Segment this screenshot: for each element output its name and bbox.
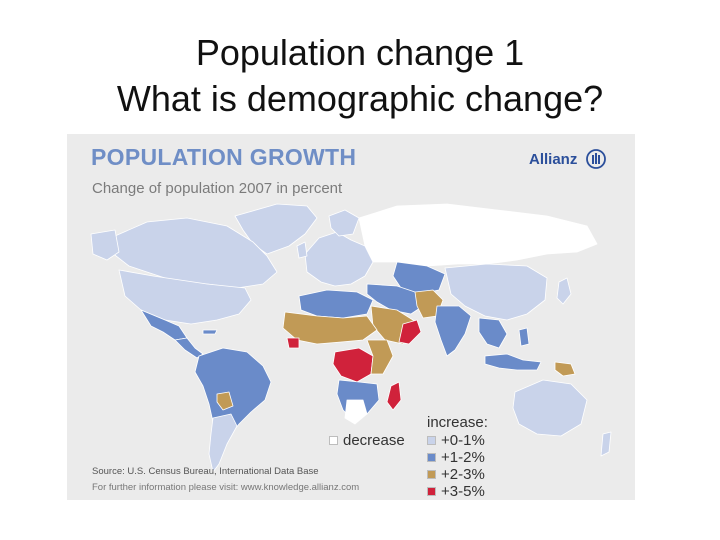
legend-swatch bbox=[427, 453, 436, 462]
region-north-africa bbox=[298, 289, 374, 319]
further-info-note: For further information please visit: ww… bbox=[92, 482, 360, 493]
legend-label: +2-3% bbox=[441, 466, 485, 483]
region-russia bbox=[358, 203, 598, 267]
source-note: Source: U.S. Census Bureau, Internationa… bbox=[92, 466, 319, 477]
region-papua-new-guinea bbox=[554, 361, 576, 377]
population-growth-map-figure: POPULATION GROWTH Change of population 2… bbox=[67, 134, 635, 500]
region-usa bbox=[118, 269, 252, 325]
region-south-america bbox=[194, 347, 272, 437]
legend-item: +2-3% bbox=[427, 466, 485, 483]
slide-title-line-1: Population change 1 bbox=[195, 32, 525, 73]
legend-item: +3-5% bbox=[427, 483, 485, 500]
region-paraguay bbox=[216, 391, 234, 411]
region-australia bbox=[512, 379, 588, 437]
region-india bbox=[434, 305, 472, 357]
map-title: POPULATION GROWTH bbox=[91, 144, 357, 170]
map-subtitle: Change of population 2007 in percent bbox=[92, 180, 343, 197]
slide-title-line-2: What is demographic change? bbox=[116, 78, 604, 119]
region-south-africa bbox=[344, 399, 368, 425]
legend-decrease: decrease bbox=[329, 432, 405, 449]
slide-title: Population change 1 What is demographic … bbox=[0, 30, 720, 122]
legend-swatch bbox=[427, 436, 436, 445]
region-greenland bbox=[234, 203, 318, 255]
region-alaska bbox=[90, 229, 120, 261]
legend-heading: increase: bbox=[427, 414, 488, 431]
region-liberia bbox=[286, 337, 300, 349]
region-central-africa bbox=[332, 347, 374, 383]
region-southeast-asia bbox=[478, 317, 508, 349]
legend-item: +1-2% bbox=[427, 449, 485, 466]
legend-swatch bbox=[427, 470, 436, 479]
region-middle-east bbox=[366, 283, 424, 315]
region-china bbox=[444, 263, 548, 321]
region-europe bbox=[304, 231, 374, 287]
region-caribbean bbox=[202, 329, 218, 335]
legend-label: +3-5% bbox=[441, 483, 485, 500]
legend-swatch-decrease bbox=[329, 436, 338, 445]
legend-item: +0-1% bbox=[427, 432, 485, 449]
region-philippines bbox=[518, 327, 530, 347]
legend-label: +1-2% bbox=[441, 449, 485, 466]
legend-swatch bbox=[427, 487, 436, 496]
region-madagascar bbox=[386, 381, 402, 411]
world-map bbox=[90, 203, 612, 473]
legend-label-decrease: decrease bbox=[343, 432, 405, 449]
region-uk bbox=[296, 241, 308, 259]
region-oman bbox=[398, 319, 422, 345]
region-sahel bbox=[282, 311, 378, 345]
region-central-america bbox=[174, 337, 204, 359]
region-new-zealand bbox=[600, 431, 612, 457]
allianz-logo-icon bbox=[586, 149, 606, 169]
region-canada bbox=[110, 217, 278, 289]
legend-label: +0-1% bbox=[441, 432, 485, 449]
region-east-africa bbox=[366, 339, 394, 375]
region-japan bbox=[556, 277, 572, 305]
region-argentina-chile bbox=[208, 413, 238, 473]
region-scandinavia bbox=[328, 209, 360, 237]
brand-name: Allianz bbox=[529, 151, 578, 168]
region-indonesia bbox=[484, 353, 542, 371]
